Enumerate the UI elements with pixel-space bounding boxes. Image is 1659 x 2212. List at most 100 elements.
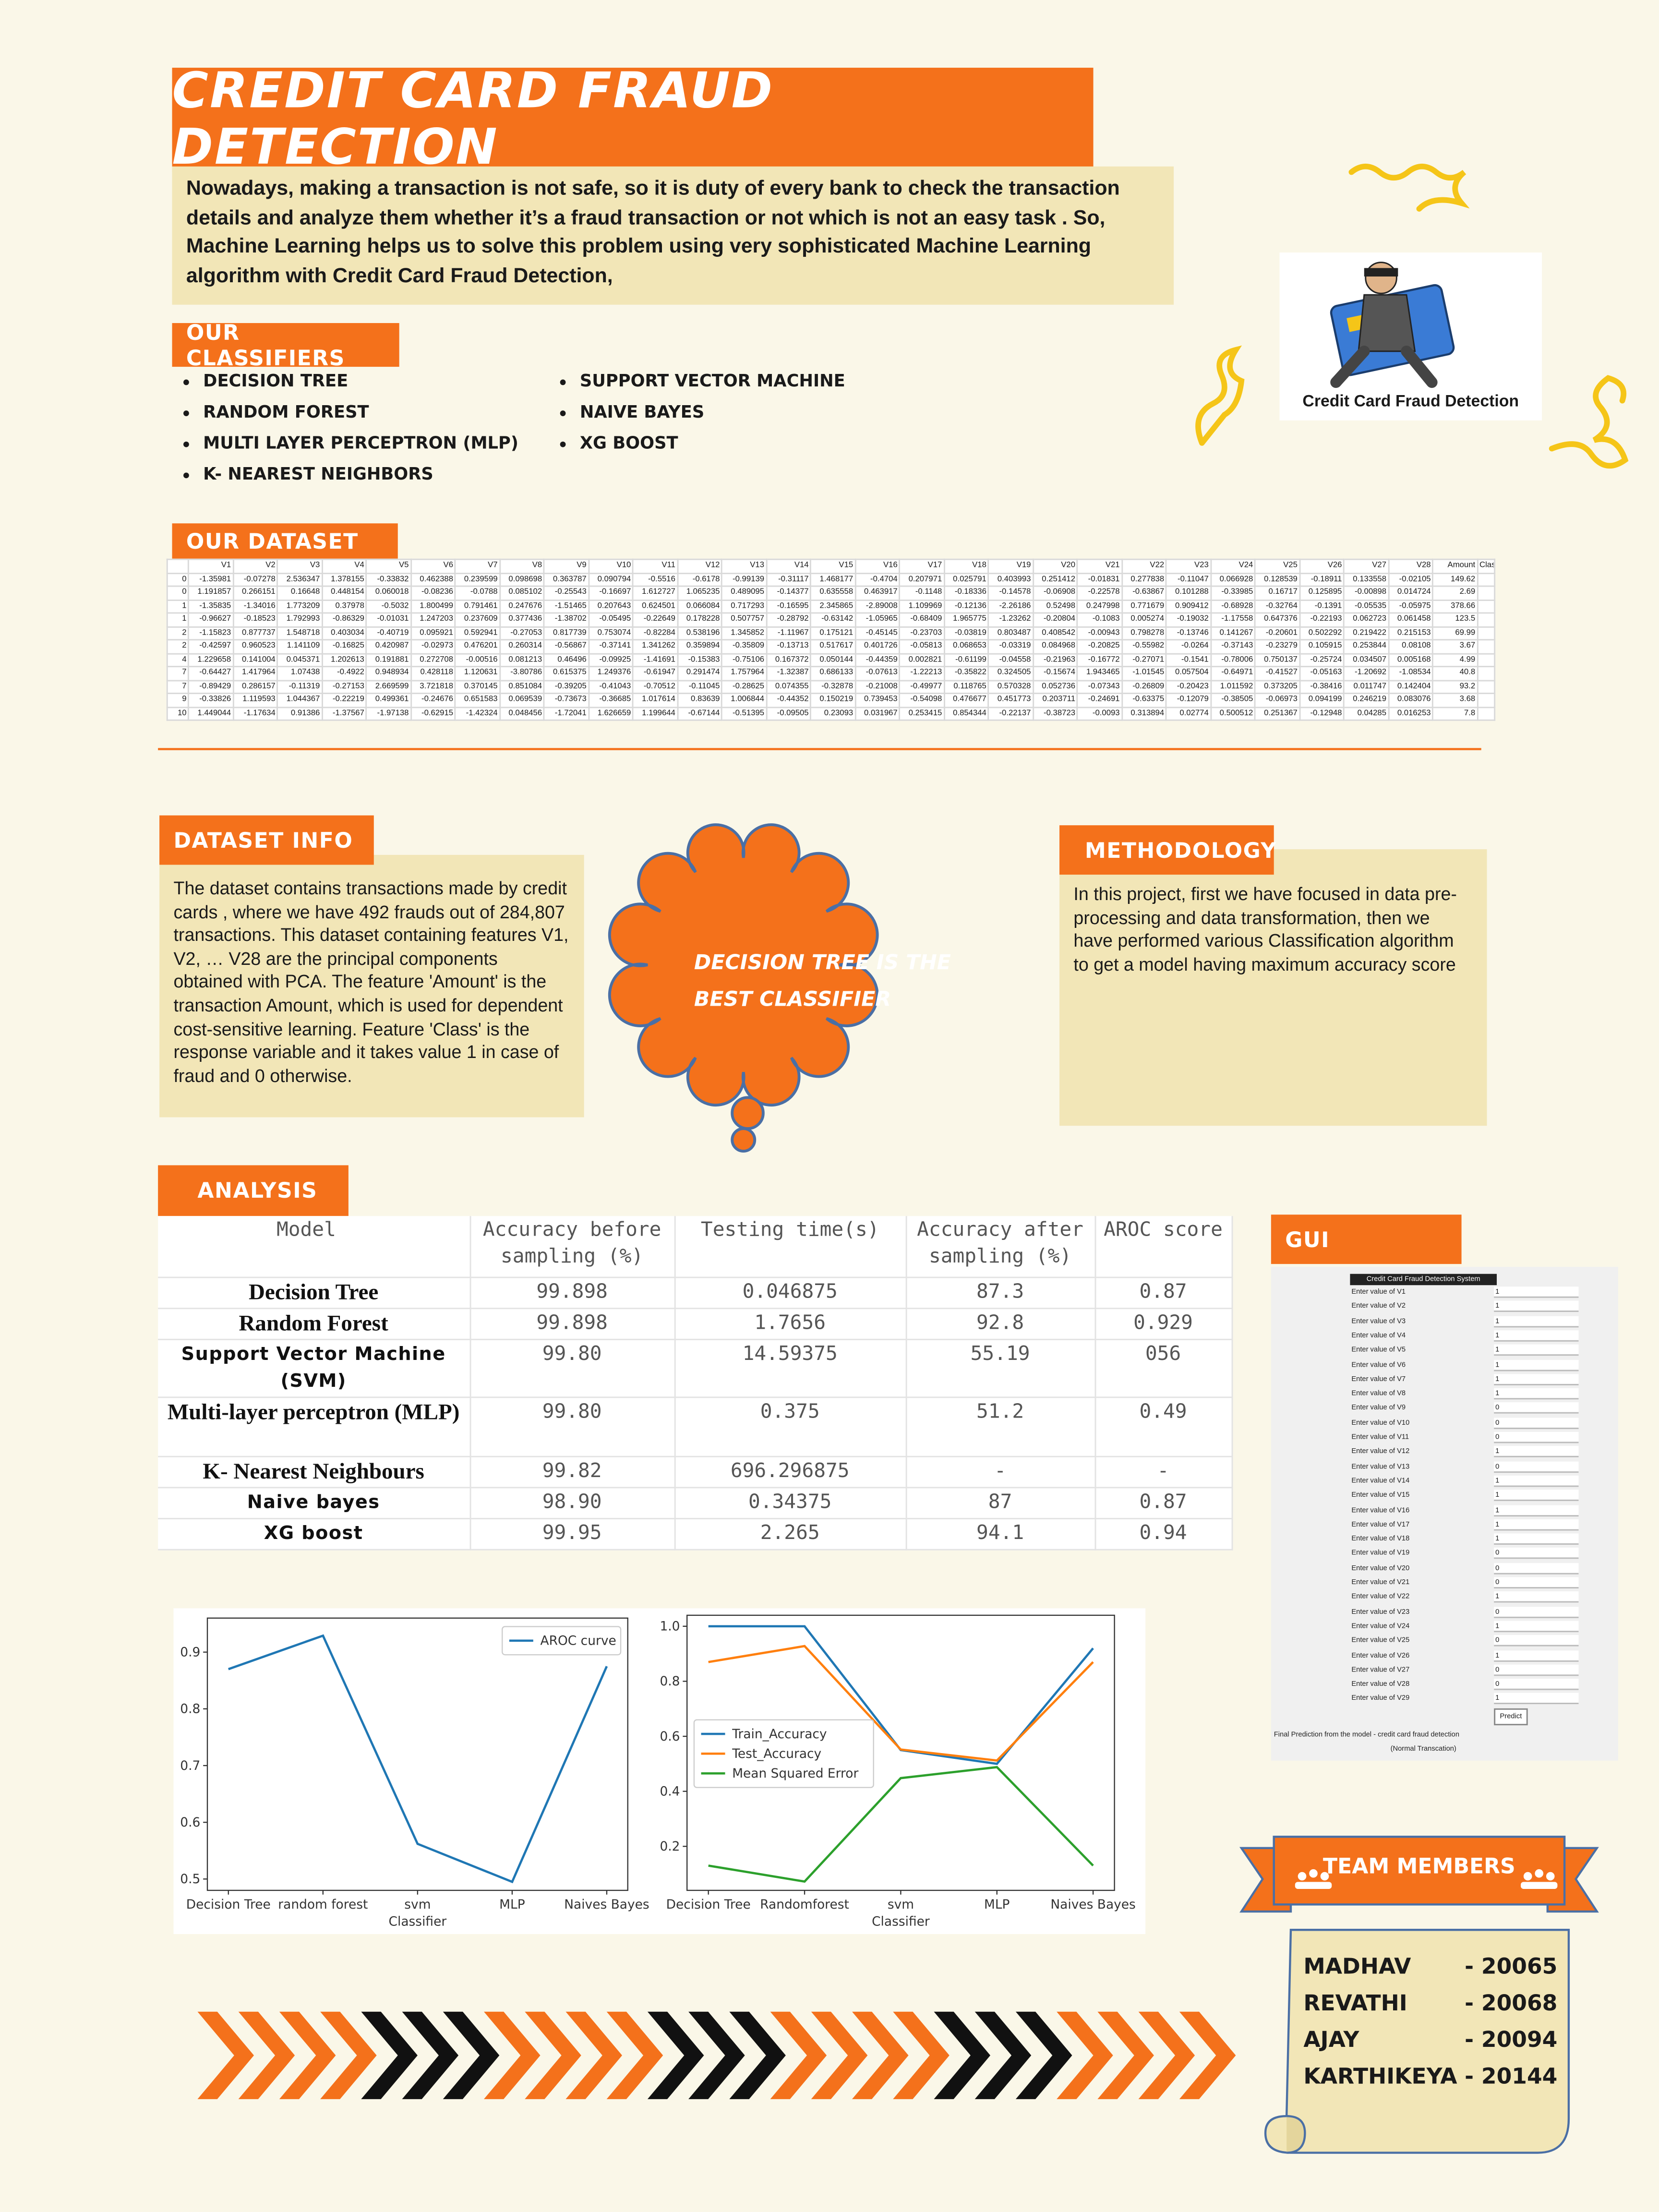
data-row: 0 -1.35981 -0.07278 2.536347 1.378155 -0.3383…	[166, 572, 1496, 587]
chevron	[279, 2011, 336, 2099]
cell: 40.8	[1432, 666, 1479, 681]
cell: 94.1	[905, 1518, 1095, 1550]
field-input[interactable]: 0	[1494, 1563, 1579, 1574]
cell: 0.83639	[676, 693, 723, 708]
predict-button[interactable]: Predict	[1494, 1708, 1528, 1726]
cell: 0.615375	[543, 666, 589, 681]
column-header: V14	[765, 558, 812, 574]
cell: 0.052736	[1032, 679, 1078, 694]
field-input[interactable]: 1	[1494, 1330, 1579, 1342]
field-input[interactable]: 1	[1494, 1693, 1579, 1705]
chevron	[197, 2011, 254, 2099]
cell: 149.62	[1432, 572, 1479, 587]
field-input[interactable]: 1	[1494, 1286, 1579, 1298]
field-input[interactable]: 0	[1494, 1431, 1579, 1443]
field-input[interactable]: 0	[1494, 1606, 1579, 1618]
field-input[interactable]: 1	[1494, 1591, 1579, 1603]
cell: -0.23703	[899, 625, 945, 641]
legend-box	[693, 1719, 874, 1788]
section-heading: OUR DATASET	[172, 523, 398, 560]
cell: 0.046875	[674, 1276, 907, 1309]
logo-art	[1330, 262, 1455, 388]
cell: -0.18336	[943, 585, 989, 601]
cell: -0.21008	[854, 679, 901, 694]
cell: -0.21963	[1032, 652, 1078, 667]
field-input[interactable]: 1	[1494, 1301, 1579, 1312]
cell: 0.062723	[1343, 612, 1389, 627]
cell: 99.80	[469, 1396, 675, 1457]
cell: -0.22578	[1076, 585, 1123, 601]
cell: -1.23262	[987, 612, 1034, 627]
field-input[interactable]: 1	[1494, 1345, 1579, 1356]
chevron	[688, 2011, 745, 2099]
y-tick-label: 0.2	[660, 1839, 680, 1854]
field-input[interactable]: 1	[1494, 1504, 1579, 1516]
cell: -0.51395	[721, 706, 767, 721]
field-input[interactable]: 1	[1494, 1490, 1579, 1502]
field-input[interactable]: 1	[1494, 1373, 1579, 1385]
y-tick-label: 0.5	[180, 1872, 200, 1887]
column-header: V1	[188, 558, 234, 574]
cell: 1.202613	[321, 652, 367, 667]
cell: -0.03319	[987, 639, 1034, 654]
cell: 0.178228	[676, 612, 723, 627]
cell: 0.060018	[365, 585, 412, 601]
field-input[interactable]: 0	[1494, 1417, 1579, 1429]
cell: -0.16772	[1076, 652, 1123, 667]
cell: 0.005168	[1387, 652, 1434, 667]
field-input[interactable]: 1	[1494, 1621, 1579, 1632]
field-input[interactable]: 1	[1494, 1533, 1579, 1545]
field-input[interactable]: 1	[1494, 1519, 1579, 1530]
cell: 92.8	[905, 1308, 1095, 1340]
cell: 2.536347	[276, 572, 323, 587]
cell: 14.59375	[674, 1338, 907, 1397]
table-row: Decision Tree 99.898 0.046875 87.3 0.87	[158, 1276, 1233, 1309]
cell: 0.253415	[899, 706, 945, 721]
field-input[interactable]: 0	[1494, 1577, 1579, 1589]
field-label: Enter value of V12	[1351, 1448, 1410, 1456]
field-input[interactable]: 0	[1494, 1679, 1579, 1690]
field-input[interactable]: 0	[1494, 1548, 1579, 1560]
cell: -1.17558	[1210, 612, 1256, 627]
cell: -0.20423	[1166, 679, 1212, 694]
field-label: Enter value of V1	[1351, 1288, 1406, 1297]
y-tick-label: 0.4	[660, 1784, 680, 1799]
cell: 0.476677	[943, 693, 989, 708]
cell: 0.105915	[1298, 639, 1345, 654]
team-member: REVATHI - 20068	[1303, 1991, 1557, 2025]
cell: -0.00943	[1076, 625, 1123, 641]
field-input[interactable]: 1	[1494, 1649, 1579, 1661]
field-input[interactable]: 0	[1494, 1403, 1579, 1414]
cell: 0.929	[1094, 1308, 1233, 1340]
cell: 1.468177	[810, 572, 856, 587]
field-input[interactable]: 0	[1494, 1664, 1579, 1676]
field-label: Enter value of V15	[1351, 1491, 1410, 1500]
cell: -1.32387	[765, 666, 812, 681]
cell: -0.09925	[588, 652, 634, 667]
column-header: V20	[1032, 558, 1078, 574]
field-input[interactable]: 1	[1494, 1359, 1579, 1371]
cell: 1	[166, 599, 190, 614]
field-input[interactable]: 1	[1494, 1388, 1579, 1400]
field-input[interactable]: 0	[1494, 1461, 1579, 1472]
table-row: Random Forest 99.898 1.7656 92.8 0.929	[158, 1308, 1233, 1340]
field-input[interactable]: 1	[1494, 1446, 1579, 1458]
cell: 4	[166, 652, 190, 667]
field-label: Enter value of V20	[1351, 1564, 1410, 1573]
cell: 0.463917	[854, 585, 901, 601]
cell: -0.11047	[1166, 572, 1212, 587]
field-label: Enter value of V14	[1351, 1477, 1410, 1486]
field-input[interactable]: 1	[1494, 1475, 1579, 1487]
field-input[interactable]: 1	[1494, 1315, 1579, 1327]
cell: 0.04285	[1343, 706, 1389, 721]
cell: 0.277838	[1121, 572, 1167, 587]
field-input[interactable]: 0	[1494, 1635, 1579, 1647]
cell: -0.4922	[321, 666, 367, 681]
cell: -0.89429	[188, 679, 234, 694]
cell: -1.01545	[1121, 666, 1167, 681]
field-label: Enter value of V23	[1351, 1608, 1410, 1616]
cell: -0.14578	[987, 585, 1034, 601]
cell: 0.403993	[987, 572, 1034, 587]
cell: -	[905, 1455, 1095, 1488]
column-header: V13	[721, 558, 767, 574]
